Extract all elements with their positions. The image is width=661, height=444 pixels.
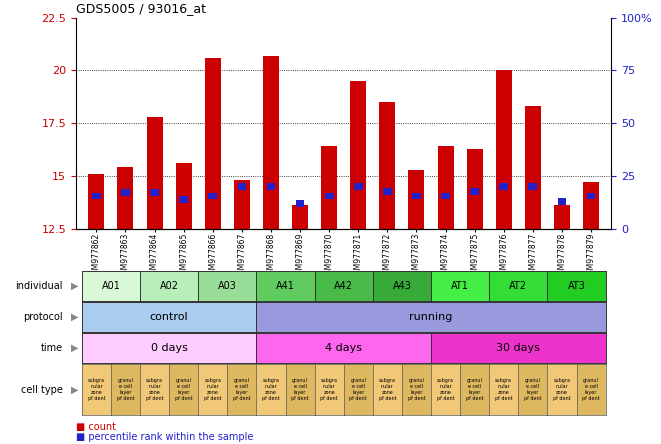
Bar: [412, 193, 421, 199]
Text: A02: A02: [159, 281, 178, 291]
Text: subgra
nular
zone
pf dent: subgra nular zone pf dent: [379, 378, 396, 401]
Text: subgra
nular
zone
pf dent: subgra nular zone pf dent: [495, 378, 512, 401]
Bar: [441, 193, 450, 199]
Bar: [205, 58, 221, 229]
Bar: [529, 183, 537, 190]
Text: granul
e cell
layer
pf dent: granul e cell layer pf dent: [466, 378, 483, 401]
Text: AT2: AT2: [510, 281, 527, 291]
Text: ▶: ▶: [71, 343, 78, 353]
Bar: [383, 188, 392, 195]
Bar: [525, 107, 541, 229]
Bar: [379, 102, 395, 229]
Bar: [292, 206, 308, 229]
Text: granul
e cell
layer
pf dent: granul e cell layer pf dent: [117, 378, 134, 401]
Bar: [295, 200, 305, 207]
Bar: [237, 183, 247, 190]
Text: ▶: ▶: [71, 385, 78, 395]
Bar: [263, 56, 279, 229]
Text: time: time: [41, 343, 63, 353]
Text: subgra
nular
zone
pf dent: subgra nular zone pf dent: [262, 378, 280, 401]
Text: A03: A03: [218, 281, 237, 291]
Text: individual: individual: [15, 281, 63, 291]
Text: GDS5005 / 93016_at: GDS5005 / 93016_at: [76, 2, 206, 15]
Text: 30 days: 30 days: [496, 343, 540, 353]
Text: ▶: ▶: [71, 281, 78, 291]
Text: subgra
nular
zone
pf dent: subgra nular zone pf dent: [87, 378, 105, 401]
Text: 0 days: 0 days: [151, 343, 188, 353]
Text: granul
e cell
layer
pf dent: granul e cell layer pf dent: [175, 378, 192, 401]
Text: A42: A42: [334, 281, 353, 291]
Bar: [496, 71, 512, 229]
Text: ▶: ▶: [71, 312, 78, 322]
Text: running: running: [409, 312, 453, 322]
Bar: [583, 182, 599, 229]
Bar: [467, 148, 483, 229]
Bar: [438, 147, 453, 229]
Bar: [150, 190, 159, 196]
Text: subgra
nular
zone
pf dent: subgra nular zone pf dent: [204, 378, 221, 401]
Bar: [208, 193, 217, 199]
Bar: [176, 163, 192, 229]
Bar: [587, 193, 596, 199]
Text: subgra
nular
zone
pf dent: subgra nular zone pf dent: [321, 378, 338, 401]
Text: granul
e cell
layer
pf dent: granul e cell layer pf dent: [408, 378, 425, 401]
Bar: [354, 183, 363, 190]
Bar: [89, 174, 104, 229]
Text: granul
e cell
layer
pf dent: granul e cell layer pf dent: [233, 378, 251, 401]
Bar: [147, 117, 163, 229]
Bar: [121, 190, 130, 196]
Text: A43: A43: [393, 281, 411, 291]
Text: granul
e cell
layer
pf dent: granul e cell layer pf dent: [350, 378, 367, 401]
Text: ■ count: ■ count: [76, 422, 116, 432]
Text: control: control: [150, 312, 188, 322]
Text: A41: A41: [276, 281, 295, 291]
Text: granul
e cell
layer
pf dent: granul e cell layer pf dent: [292, 378, 309, 401]
Bar: [266, 183, 276, 190]
Text: A01: A01: [102, 281, 120, 291]
Text: granul
e cell
layer
pf dent: granul e cell layer pf dent: [582, 378, 600, 401]
Bar: [408, 170, 424, 229]
Bar: [234, 180, 250, 229]
Text: cell type: cell type: [21, 385, 63, 395]
Bar: [554, 206, 570, 229]
Bar: [325, 193, 334, 199]
Bar: [179, 196, 188, 202]
Bar: [321, 147, 337, 229]
Bar: [118, 167, 134, 229]
Text: subgra
nular
zone
pf dent: subgra nular zone pf dent: [437, 378, 454, 401]
Text: granul
e cell
layer
pf dent: granul e cell layer pf dent: [524, 378, 541, 401]
Text: AT1: AT1: [451, 281, 469, 291]
Bar: [92, 193, 100, 199]
Bar: [350, 81, 366, 229]
Text: subgra
nular
zone
pf dent: subgra nular zone pf dent: [146, 378, 163, 401]
Bar: [558, 198, 566, 205]
Text: 4 days: 4 days: [325, 343, 362, 353]
Bar: [470, 188, 479, 195]
Text: protocol: protocol: [23, 312, 63, 322]
Text: AT3: AT3: [568, 281, 586, 291]
Text: subgra
nular
zone
pf dent: subgra nular zone pf dent: [553, 378, 570, 401]
Bar: [500, 183, 508, 190]
Text: ■ percentile rank within the sample: ■ percentile rank within the sample: [76, 432, 253, 442]
